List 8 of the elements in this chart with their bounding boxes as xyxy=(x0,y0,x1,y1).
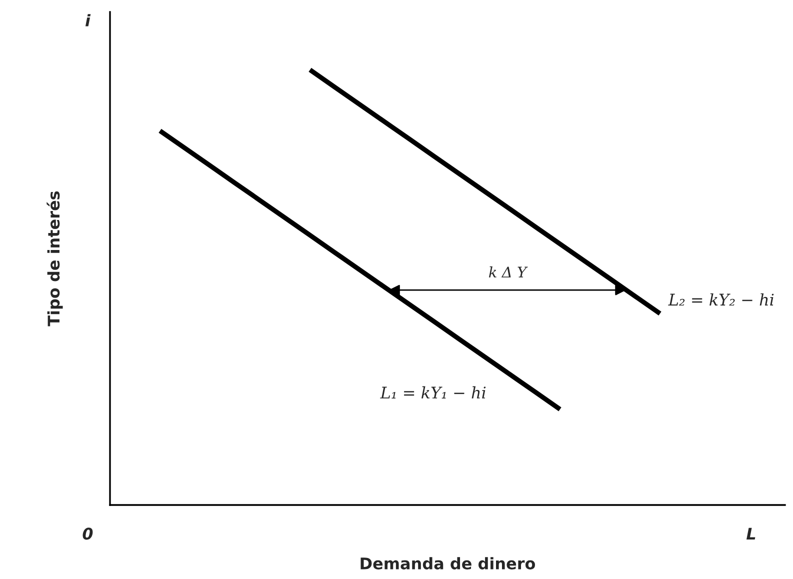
series-label: L₁ = kY₁ − hi xyxy=(380,386,486,398)
y-axis-title: Tipo de interés xyxy=(46,191,63,326)
annotation: k Δ Y xyxy=(488,266,528,278)
text: L xyxy=(746,528,756,540)
x-axis-title: Demanda de dinero xyxy=(360,557,536,570)
series-label: L₂ = kY₂ − hi xyxy=(668,293,774,306)
text: 0 xyxy=(82,528,93,540)
text: i xyxy=(85,14,91,26)
